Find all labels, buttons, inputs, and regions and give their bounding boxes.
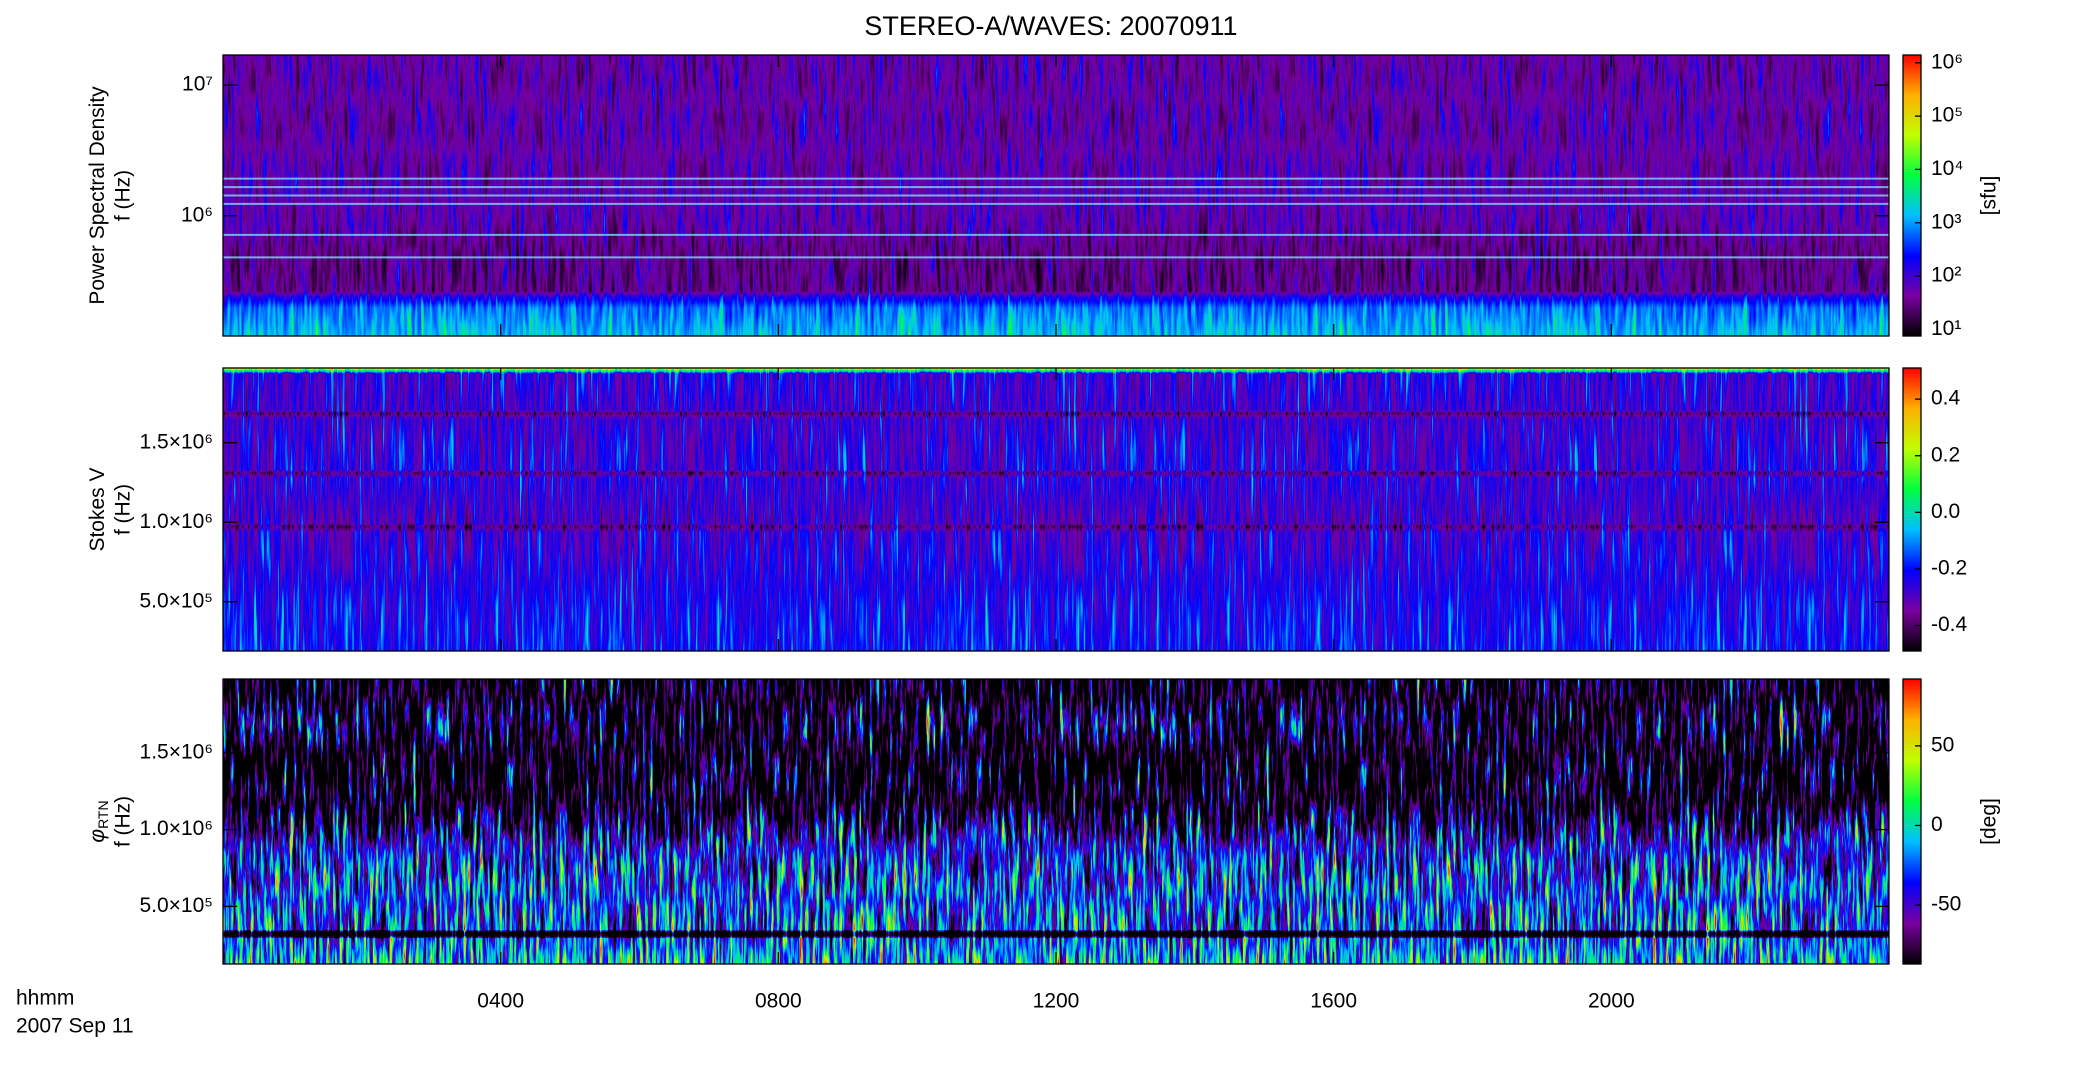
y-axis-label: Power Spectral Density [86, 86, 109, 305]
y-axis-label: φ [86, 829, 109, 843]
y-axis-label-2: f (Hz) [112, 484, 135, 535]
date-label: 2007 Sep 11 [16, 1015, 134, 1038]
spectrogram [223, 368, 1889, 651]
colorbar-frame [1902, 54, 1922, 337]
colorbar-tick-label: 10⁴ [1931, 157, 1963, 180]
colorbar-frame [1902, 367, 1922, 652]
colorbar-frame [1902, 678, 1922, 965]
y-tick-label: 5.0×10⁵ [139, 894, 213, 917]
y-axis-label-2: f (Hz) [112, 170, 135, 221]
colorbar-tick-label: 10² [1931, 264, 1961, 287]
y-axis-label-sub: RTN [95, 800, 111, 829]
colorbar-tick-label: -50 [1931, 893, 1961, 916]
colorbar-tick-label: 50 [1931, 733, 1954, 756]
y-tick-label: 1.0×10⁶ [140, 510, 213, 533]
x-tick-label: 2000 [1588, 990, 1635, 1013]
colorbar [1903, 679, 1921, 964]
y-tick-label: 10⁶ [181, 203, 213, 226]
figure-title: STEREO-A/WAVES: 20070911 [864, 11, 1237, 41]
time-label: hhmm [16, 987, 74, 1010]
y-tick-label: 1.0×10⁶ [140, 817, 213, 840]
spectrogram [223, 679, 1889, 964]
colorbar-tick-label: 0 [1931, 813, 1943, 836]
colorbar-tick-label: 0.0 [1931, 500, 1960, 523]
x-tick-label: 0400 [477, 990, 524, 1013]
colorbar [1903, 368, 1921, 651]
colorbar-tick-label: 10⁶ [1931, 50, 1963, 73]
colorbar-label: [deg] [1978, 798, 2001, 845]
y-tick-label: 5.0×10⁵ [139, 589, 213, 612]
colorbar-tick-label: 10¹ [1931, 317, 1961, 340]
y-axis-label: Power Spectral Density [86, 86, 109, 305]
y-tick-label: 10⁷ [182, 73, 213, 96]
x-tick-label: 1600 [1310, 990, 1357, 1013]
y-axis-label: Stokes V [86, 467, 109, 551]
colorbar-tick-label: -0.4 [1931, 613, 1968, 636]
y-axis-label-2: f (Hz) [112, 796, 135, 847]
colorbar-tick-label: 10⁵ [1931, 104, 1963, 127]
y-tick-label: 1.5×10⁶ [140, 740, 213, 763]
y-tick-label: 1.5×10⁶ [140, 430, 213, 453]
colorbar-label: [sfu] [1978, 176, 2001, 216]
colorbar-tick-label: -0.2 [1931, 556, 1967, 579]
colorbar-tick-label: 0.4 [1931, 387, 1961, 410]
x-tick-label: 1200 [1033, 990, 1080, 1013]
y-axis-label: φRTN [86, 800, 111, 842]
x-tick-label: 0800 [755, 990, 802, 1013]
colorbar-tick-label: 10³ [1931, 210, 1961, 233]
y-axis-label: Stokes V [86, 467, 109, 551]
colorbar-tick-label: 0.2 [1931, 443, 1960, 466]
colorbar [1903, 55, 1921, 336]
